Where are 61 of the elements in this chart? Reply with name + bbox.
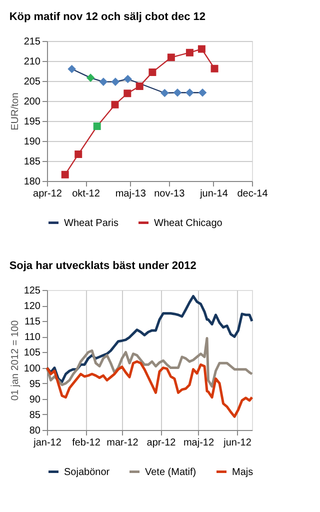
y-tick-label: 85: [29, 410, 41, 421]
point: [160, 89, 168, 97]
x-tick-label: mar-12: [106, 438, 139, 448]
x-tick-label: dec-14: [237, 188, 268, 200]
point: [174, 88, 182, 96]
point: [198, 45, 206, 53]
y-tick-label: 105: [24, 348, 41, 359]
legend-label: Sojabönor: [64, 466, 110, 478]
legend-label: Majs: [232, 466, 254, 478]
x-tick-label: apr-12: [146, 438, 176, 448]
chart-title: Köp matif nov 12 och sälj cbot dec 12: [9, 11, 206, 23]
point: [100, 78, 108, 86]
legend-label: Wheat Chicago: [154, 218, 223, 229]
y-tick-label: 100: [24, 363, 41, 374]
chart-title: Soja har utvecklats bäst under 2012: [9, 260, 196, 272]
y-tick-label: 110: [24, 332, 41, 344]
x-tick-label: jan-12: [32, 438, 62, 448]
y-axis-title: EUR/ton: [10, 92, 21, 130]
point: [186, 48, 194, 56]
x-tick-label: maj-12: [183, 438, 214, 448]
y-tick-label: 125: [24, 286, 41, 296]
point: [93, 122, 101, 130]
y-axis-title: 01 jan 2012 = 100: [10, 320, 21, 401]
point: [61, 170, 69, 178]
point: [112, 78, 120, 86]
point: [136, 82, 144, 90]
y-tick-label: 90: [29, 394, 41, 406]
x-tick-label: jun-12: [222, 438, 252, 448]
y-tick-label: 200: [24, 96, 41, 108]
y-tick-label: 120: [24, 301, 41, 312]
y-tick-label: 180: [24, 176, 41, 188]
y-tick-label: 80: [29, 426, 41, 436]
y-tick-label: 215: [24, 36, 41, 48]
x-tick-label: feb-12: [72, 438, 101, 448]
x-tick-label: okt-12: [72, 188, 100, 200]
line-series: [46, 294, 254, 384]
y-tick-label: 205: [24, 76, 41, 88]
y-tick-label: 210: [24, 56, 41, 68]
legend-label: Wheat Paris: [64, 218, 118, 229]
y-tick-label: 115: [24, 316, 41, 328]
point: [124, 75, 132, 83]
point: [167, 54, 175, 62]
x-tick-label: maj-13: [115, 188, 146, 200]
point: [186, 88, 194, 96]
point: [86, 74, 94, 82]
point: [198, 88, 206, 96]
y-tick-label: 95: [29, 378, 41, 390]
y-tick-label: 195: [24, 116, 41, 128]
y-tick-label: 185: [24, 156, 41, 168]
point: [74, 150, 82, 158]
x-tick-label: nov-13: [154, 188, 186, 200]
point: [210, 64, 218, 72]
point: [148, 68, 156, 76]
point: [124, 90, 132, 98]
x-tick-label: jun-14: [199, 188, 228, 200]
line-series: [46, 360, 254, 418]
y-tick-label: 190: [24, 136, 41, 148]
legend-label: Vete (Matif): [145, 466, 196, 478]
point: [111, 100, 119, 108]
point: [68, 65, 76, 73]
x-tick-label: apr-12: [33, 188, 62, 200]
